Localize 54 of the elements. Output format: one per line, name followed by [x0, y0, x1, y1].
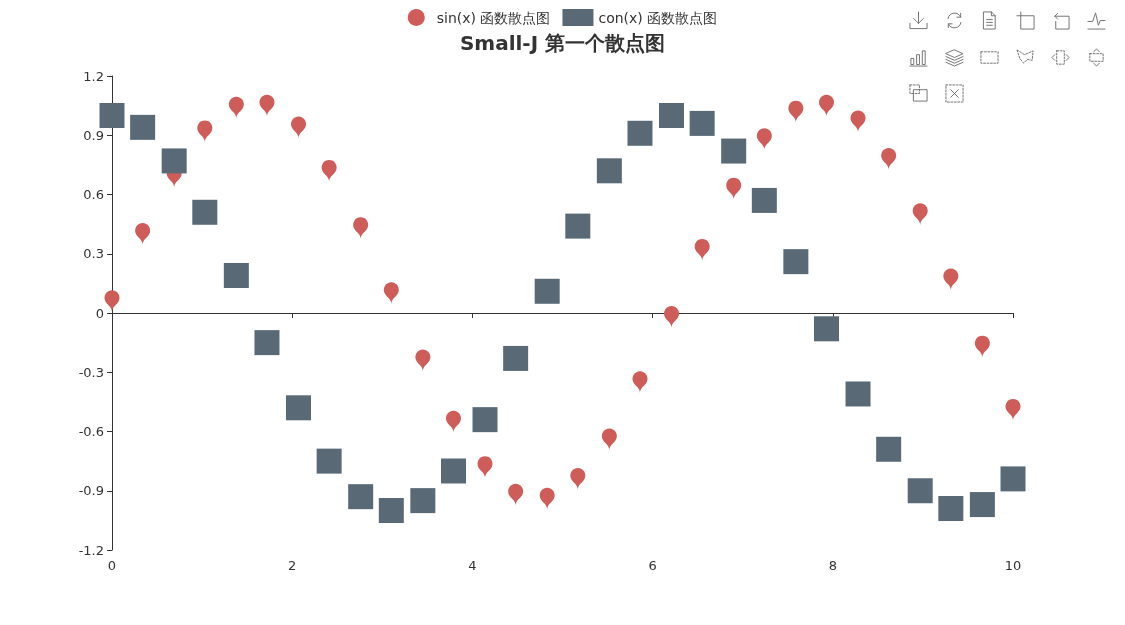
point [135, 223, 151, 245]
point [503, 345, 529, 371]
y-tick-label: 0.6 [83, 187, 104, 202]
point [570, 468, 586, 490]
point [130, 114, 156, 140]
point [477, 456, 493, 478]
point [783, 249, 809, 275]
y-tick-label: 1.2 [83, 68, 104, 84]
point [969, 492, 995, 518]
point [316, 448, 342, 474]
legend-label: con(x) 函数散点图 [598, 9, 718, 26]
x-tick-label: 6 [648, 558, 657, 573]
point [254, 330, 280, 356]
point [627, 120, 653, 146]
point [223, 262, 249, 288]
point [192, 199, 218, 225]
point [596, 158, 622, 184]
y-tick-label: -0.6 [78, 424, 104, 439]
x-tick-label: 8 [828, 558, 837, 573]
y-tick-label: -0.9 [78, 483, 104, 499]
point [845, 381, 871, 407]
point [689, 110, 715, 136]
point [881, 148, 897, 170]
point [1000, 466, 1026, 492]
y-tick-label: 0.3 [83, 246, 104, 262]
point [440, 458, 466, 484]
point [907, 478, 933, 504]
point [751, 187, 777, 213]
point [378, 498, 404, 523]
point [876, 436, 902, 462]
legend-label: sin(x) 函数散点图 [436, 9, 551, 26]
point [721, 138, 747, 164]
x-tick-label: 10 [1004, 558, 1022, 573]
point [659, 103, 685, 128]
point [410, 488, 436, 514]
point [534, 278, 560, 304]
point [938, 496, 964, 522]
chart-title: Small-J 第一个散点图 [459, 31, 666, 55]
y-tick-label: -0.3 [78, 364, 104, 380]
point [99, 103, 125, 128]
x-tick-label: 2 [288, 558, 297, 573]
x-tick-label: 4 [468, 558, 477, 573]
point [813, 316, 839, 342]
point [472, 407, 498, 433]
point [664, 306, 680, 328]
point [348, 484, 374, 510]
y-tick-label: 0.9 [83, 127, 104, 143]
point [286, 395, 312, 421]
point [353, 217, 369, 239]
y-tick-label: -1.2 [78, 542, 104, 558]
point [565, 213, 591, 239]
y-tick-label: 0 [95, 305, 104, 321]
point [161, 148, 187, 174]
x-tick-label: 0 [107, 558, 117, 573]
